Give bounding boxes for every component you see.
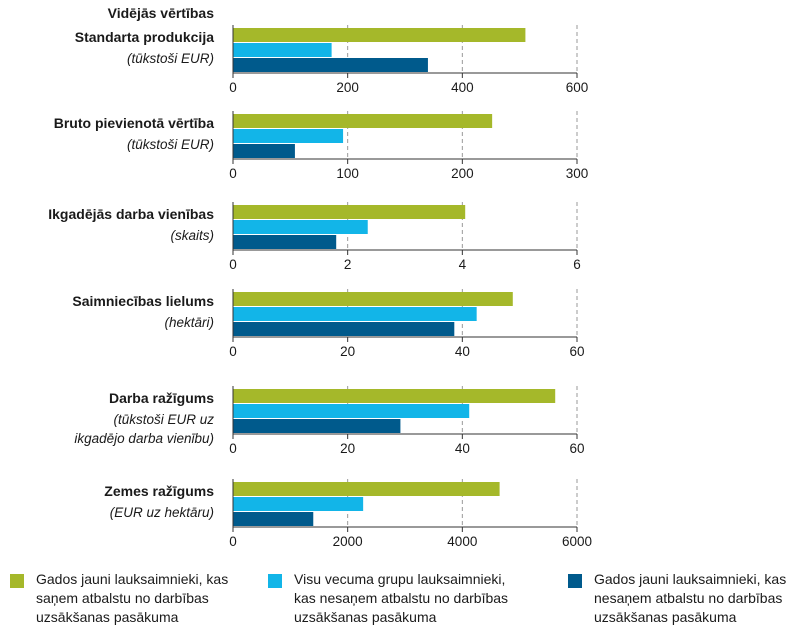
tick-label: 4000 — [447, 534, 477, 549]
bar-series-3 — [233, 235, 337, 249]
panel-label: Darba ražīgums — [109, 390, 214, 406]
tick-label: 2000 — [333, 534, 363, 549]
tick-label: 0 — [229, 534, 237, 549]
bar-series-3 — [233, 512, 314, 526]
tick-label: 100 — [336, 166, 359, 181]
tick-label: 4 — [459, 257, 467, 272]
panel-unit: (tūkstoši EUR uz — [113, 412, 214, 427]
bar-series-2 — [233, 220, 368, 234]
legend-swatch-3 — [568, 574, 582, 588]
tick-label: 20 — [340, 441, 355, 456]
bar-series-2 — [233, 307, 477, 321]
legend-item-1: Gados jauni lauksaimnieki, kas saņem atb… — [10, 570, 251, 627]
tick-label: 2 — [344, 257, 352, 272]
panel-label: Saimniecības lielums — [72, 293, 214, 309]
bar-series-3 — [233, 144, 295, 158]
tick-label: 0 — [229, 344, 237, 359]
bar-series-2 — [233, 404, 470, 418]
tick-label: 20 — [340, 344, 355, 359]
bar-series-1 — [233, 482, 500, 496]
tick-label: 400 — [451, 80, 474, 95]
legend: Gados jauni lauksaimnieki, kas saņem atb… — [0, 570, 800, 636]
tick-label: 600 — [566, 80, 589, 95]
tick-label: 200 — [451, 166, 474, 181]
tick-label: 6 — [573, 257, 581, 272]
legend-label-2: Visu vecuma grupu lauksaimnieki, kas nes… — [294, 571, 509, 625]
panel-unit: (tūkstoši EUR) — [127, 137, 214, 152]
tick-label: 300 — [566, 166, 589, 181]
panel-label: Standarta produkcija — [75, 29, 214, 45]
panel-2: 0 100 200 300 Bruto pievienotā vērtība (tūkst… — [54, 111, 589, 181]
bar-series-1 — [233, 389, 556, 403]
bar-series-2 — [233, 129, 344, 143]
bar-series-3 — [233, 322, 455, 336]
bar-series-1 — [233, 205, 466, 219]
panel-4: 0 20 40 60 Saimniecības lielums (hektāri) — [72, 289, 585, 359]
legend-swatch-2 — [268, 574, 282, 588]
panel-label: Bruto pievienotā vērtība — [54, 115, 214, 131]
tick-label: 60 — [569, 344, 584, 359]
tick-label: 200 — [336, 80, 359, 95]
panel-unit: (skaits) — [171, 228, 215, 243]
bar-series-2 — [233, 43, 332, 57]
bar-series-1 — [233, 292, 513, 306]
bar-series-1 — [233, 28, 526, 42]
panel-3: 0 2 4 6 Ikgadējās darba vienības (skaits) — [48, 202, 581, 272]
legend-item-3: Gados jauni lauksaimnieki, kas nesaņem a… — [568, 570, 800, 627]
panel-5: 0 20 40 60 Darba ražīgums (tūkstoši EUR uz ikg… — [74, 386, 585, 456]
legend-swatch-1 — [10, 574, 24, 588]
bar-series-3 — [233, 419, 401, 433]
panel-label: Zemes ražīgums — [104, 483, 214, 499]
bar-series-2 — [233, 497, 364, 511]
panel-1: 0 200 400 600 Standarta produkcija (tūkstoši … — [75, 25, 589, 95]
bar-series-3 — [233, 58, 428, 72]
tick-label: 60 — [569, 441, 584, 456]
panel-label: Ikgadējās darba vienības — [48, 206, 214, 222]
tick-label: 40 — [455, 441, 470, 456]
tick-label: 0 — [229, 441, 237, 456]
panel-unit: (tūkstoši EUR) — [127, 51, 214, 66]
bar-series-1 — [233, 114, 493, 128]
legend-label-1: Gados jauni lauksaimnieki, kas saņem atb… — [36, 571, 229, 625]
panel-unit: (hektāri) — [164, 315, 214, 330]
chart-title: Vidējās vērtības — [108, 5, 215, 21]
tick-label: 0 — [229, 166, 237, 181]
panel-unit: (EUR uz hektāru) — [110, 505, 214, 520]
tick-label: 6000 — [562, 534, 592, 549]
legend-label-3: Gados jauni lauksaimnieki, kas nesaņem a… — [594, 571, 787, 625]
tick-label: 0 — [229, 257, 237, 272]
tick-label: 0 — [229, 80, 237, 95]
panel-unit: ikgadējo darba vienību) — [74, 431, 214, 446]
legend-item-2: Visu vecuma grupu lauksaimnieki, kas nes… — [268, 570, 509, 627]
panel-6: 0 2000 4000 6000 Zemes ražīgums (EUR uz hektā… — [104, 479, 592, 549]
tick-label: 40 — [455, 344, 470, 359]
